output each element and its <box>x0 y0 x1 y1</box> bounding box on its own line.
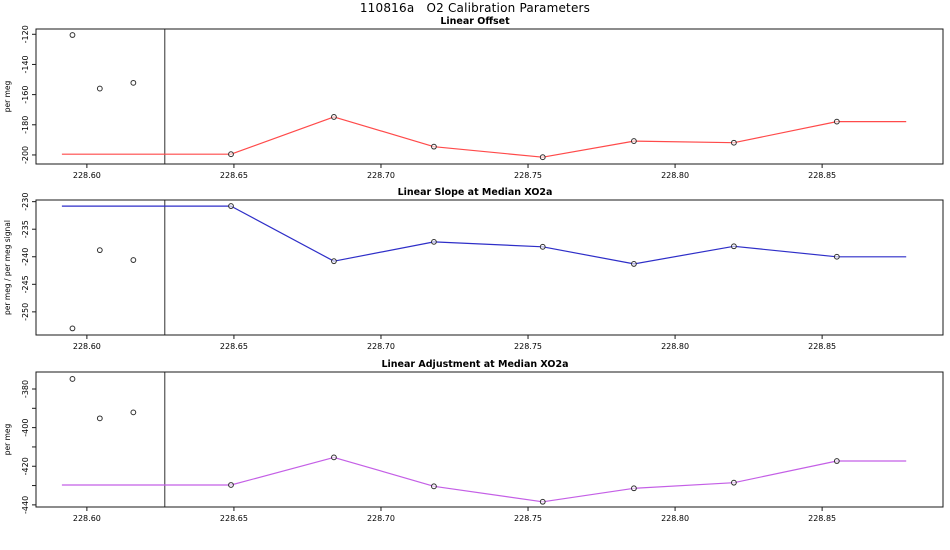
outlier-point <box>96 247 103 254</box>
x-axis-tick-label: 228.85 <box>808 342 836 351</box>
outlier-point <box>69 325 76 332</box>
data-point-marker <box>539 154 546 161</box>
y-axis-tick-label: -140 <box>21 55 30 73</box>
data-point-marker <box>631 138 637 144</box>
data-point-marker <box>833 253 840 260</box>
y-axis-tick-label: -235 <box>21 220 30 238</box>
chart-linear-offset: -120 -140 -160 -180 -200 per meg 228.60 228.65 2… <box>3 25 944 180</box>
x-axis-tick-label: 228.85 <box>808 514 836 523</box>
data-point-marker <box>631 485 637 492</box>
y-axis-tick-label: -400 <box>21 419 30 437</box>
chart2-title: Linear Slope at Median XO2a <box>397 187 553 198</box>
data-point-marker <box>730 243 737 250</box>
chart1-title: Linear Offset <box>440 16 510 27</box>
y-axis-tick-label: -160 <box>21 86 30 104</box>
data-point-marker <box>431 238 437 245</box>
outlier-point <box>130 409 137 416</box>
series-line <box>61 205 907 265</box>
x-axis-tick-label: 228.70 <box>367 514 395 523</box>
x-axis-tick-label: 228.60 <box>73 171 101 180</box>
data-point-marker <box>539 243 546 250</box>
chart-linear-adjustment: -380 -400 -420 -440 per meg 228.60 228.65 228.7… <box>3 371 944 523</box>
page-title: 110816a O2 Calibration Parameters <box>359 1 591 15</box>
y-axis-tick-label: -120 <box>21 25 30 43</box>
x-axis-tick-label: 228.85 <box>808 171 836 180</box>
y-axis-label: per meg / per meg signal <box>3 220 12 315</box>
x-axis-tick-label: 228.60 <box>73 342 101 351</box>
y-axis-label: per meg <box>3 81 12 113</box>
plot-box <box>35 371 944 508</box>
y-axis-tick-label: -240 <box>21 248 30 266</box>
y-axis-tick-label: -250 <box>21 303 30 321</box>
y-axis-tick-label: -180 <box>21 116 30 134</box>
data-point-marker <box>431 483 437 490</box>
y-axis-tick-label: -245 <box>21 275 30 293</box>
data-point-marker <box>833 458 840 464</box>
data-point-marker <box>539 498 546 505</box>
series-line <box>61 456 907 503</box>
outlier-point <box>130 79 137 86</box>
data-point-marker <box>833 118 840 125</box>
data-point-marker <box>730 139 737 146</box>
x-axis-tick-label: 228.60 <box>73 514 101 523</box>
outlier-point <box>96 85 103 92</box>
outlier-point <box>69 376 76 382</box>
chart-linear-slope: -230 -235 -240 -245 -250 per meg / per meg si… <box>3 193 944 351</box>
x-axis-tick-label: 228.80 <box>661 171 689 180</box>
outlier-point <box>69 32 76 38</box>
y-axis-tick-label: -200 <box>21 146 30 164</box>
data-point-marker <box>331 114 337 120</box>
y-axis-tick-label: -420 <box>21 457 30 475</box>
plot-box <box>35 199 944 336</box>
x-axis-tick-label: 228.65 <box>220 342 248 351</box>
y-axis-label: per meg <box>3 424 12 456</box>
x-axis-tick-label: 228.75 <box>514 171 542 180</box>
y-axis-tick-label: -230 <box>21 193 30 211</box>
outlier-point <box>96 415 103 422</box>
x-axis-tick-label: 228.75 <box>514 342 542 351</box>
plot-box <box>35 28 944 165</box>
data-point-marker <box>331 258 337 265</box>
x-axis-tick-label: 228.80 <box>661 514 689 523</box>
outlier-point <box>130 257 137 263</box>
x-axis-tick-label: 228.65 <box>220 171 248 180</box>
x-axis-tick-label: 228.80 <box>661 342 689 351</box>
x-axis-tick-label: 228.70 <box>367 171 395 180</box>
x-axis-tick-label: 228.70 <box>367 342 395 351</box>
series-line <box>61 116 907 158</box>
data-point-marker <box>228 151 234 158</box>
data-point-marker <box>331 454 337 461</box>
y-axis-tick-label: -380 <box>21 380 30 398</box>
data-point-marker <box>228 482 234 488</box>
data-point-marker <box>631 261 637 267</box>
x-axis-tick-label: 228.75 <box>514 514 542 523</box>
x-axis-tick-label: 228.65 <box>220 514 248 523</box>
data-point-marker <box>228 203 234 209</box>
data-point-marker <box>730 479 737 486</box>
data-point-marker <box>431 143 437 150</box>
y-axis-tick-label: -440 <box>21 496 30 514</box>
chart3-title: Linear Adjustment at Median XO2a <box>381 359 569 370</box>
